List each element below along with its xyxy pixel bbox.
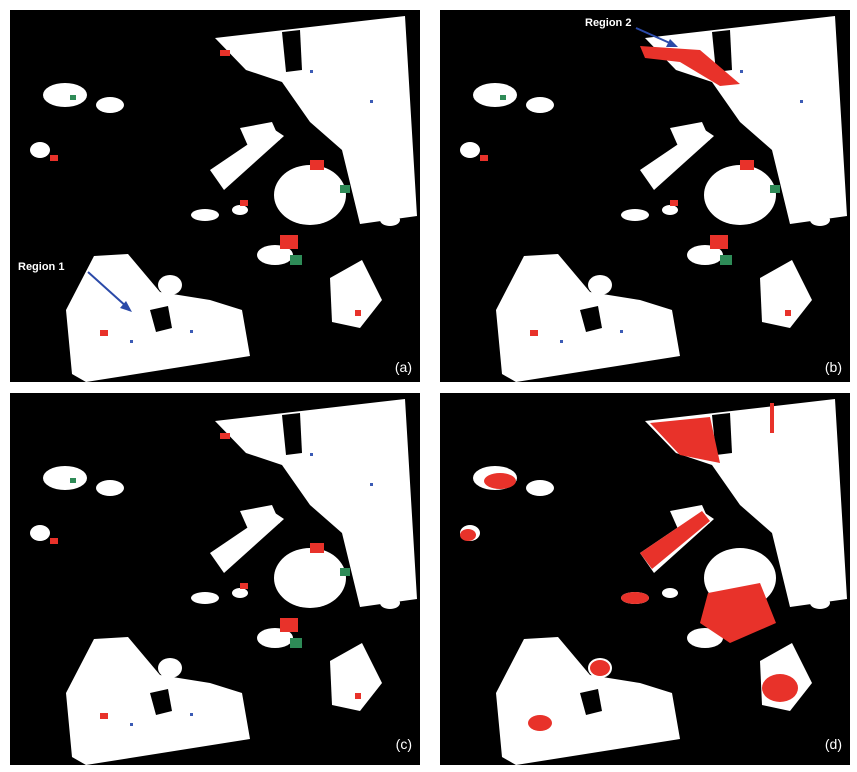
panel-d: (d) bbox=[440, 393, 850, 765]
map-image bbox=[10, 393, 420, 765]
annotation: Region 2 bbox=[585, 17, 631, 29]
page: {"panels": [ {"label": "(a)", "annotatio… bbox=[0, 0, 857, 767]
panel-label: (b) bbox=[825, 359, 842, 375]
panel-label: (d) bbox=[825, 736, 842, 752]
panel-c: (c) bbox=[10, 393, 420, 765]
map-image bbox=[10, 10, 420, 382]
panel-b: Region 2 (b) bbox=[440, 10, 850, 382]
map-image bbox=[440, 393, 850, 765]
panel-a: Region 1 (a) bbox=[10, 10, 420, 382]
panel-label: (c) bbox=[396, 736, 412, 752]
map-image bbox=[440, 10, 850, 382]
figure: Region 1 (a) Region 2 (b) (c) bbox=[0, 0, 857, 767]
panel-label: (a) bbox=[395, 359, 412, 375]
annotation: Region 1 bbox=[18, 261, 64, 273]
